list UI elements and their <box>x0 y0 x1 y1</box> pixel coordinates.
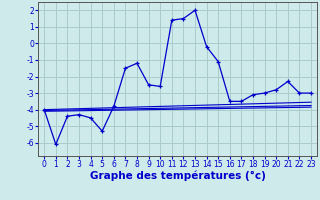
X-axis label: Graphe des températures (°c): Graphe des températures (°c) <box>90 171 266 181</box>
